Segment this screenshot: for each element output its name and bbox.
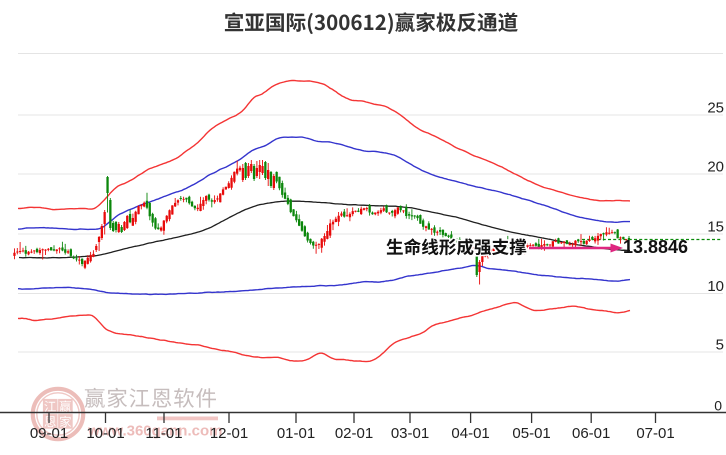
svg-text:03-01: 03-01 — [391, 425, 429, 442]
svg-text:10-01: 10-01 — [86, 425, 124, 442]
svg-text:25: 25 — [707, 100, 724, 117]
svg-text:20: 20 — [707, 159, 724, 176]
svg-text:5: 5 — [716, 337, 724, 354]
svg-text:04-01: 04-01 — [451, 425, 489, 442]
svg-text:11-01: 11-01 — [145, 425, 182, 442]
svg-text:13.8846: 13.8846 — [623, 237, 688, 257]
svg-text:www.360gann.com: www.360gann.com — [87, 423, 222, 440]
svg-text:0: 0 — [714, 398, 722, 414]
svg-text:05-01: 05-01 — [512, 425, 550, 442]
svg-text:07-01: 07-01 — [636, 425, 674, 442]
svg-text:12-01: 12-01 — [210, 425, 248, 442]
svg-text:09-01: 09-01 — [30, 425, 68, 442]
svg-text:10: 10 — [707, 278, 724, 295]
svg-text:01-01: 01-01 — [277, 425, 315, 442]
svg-text:15: 15 — [707, 219, 724, 236]
svg-text:02-01: 02-01 — [335, 425, 373, 442]
svg-text:06-01: 06-01 — [572, 425, 610, 442]
